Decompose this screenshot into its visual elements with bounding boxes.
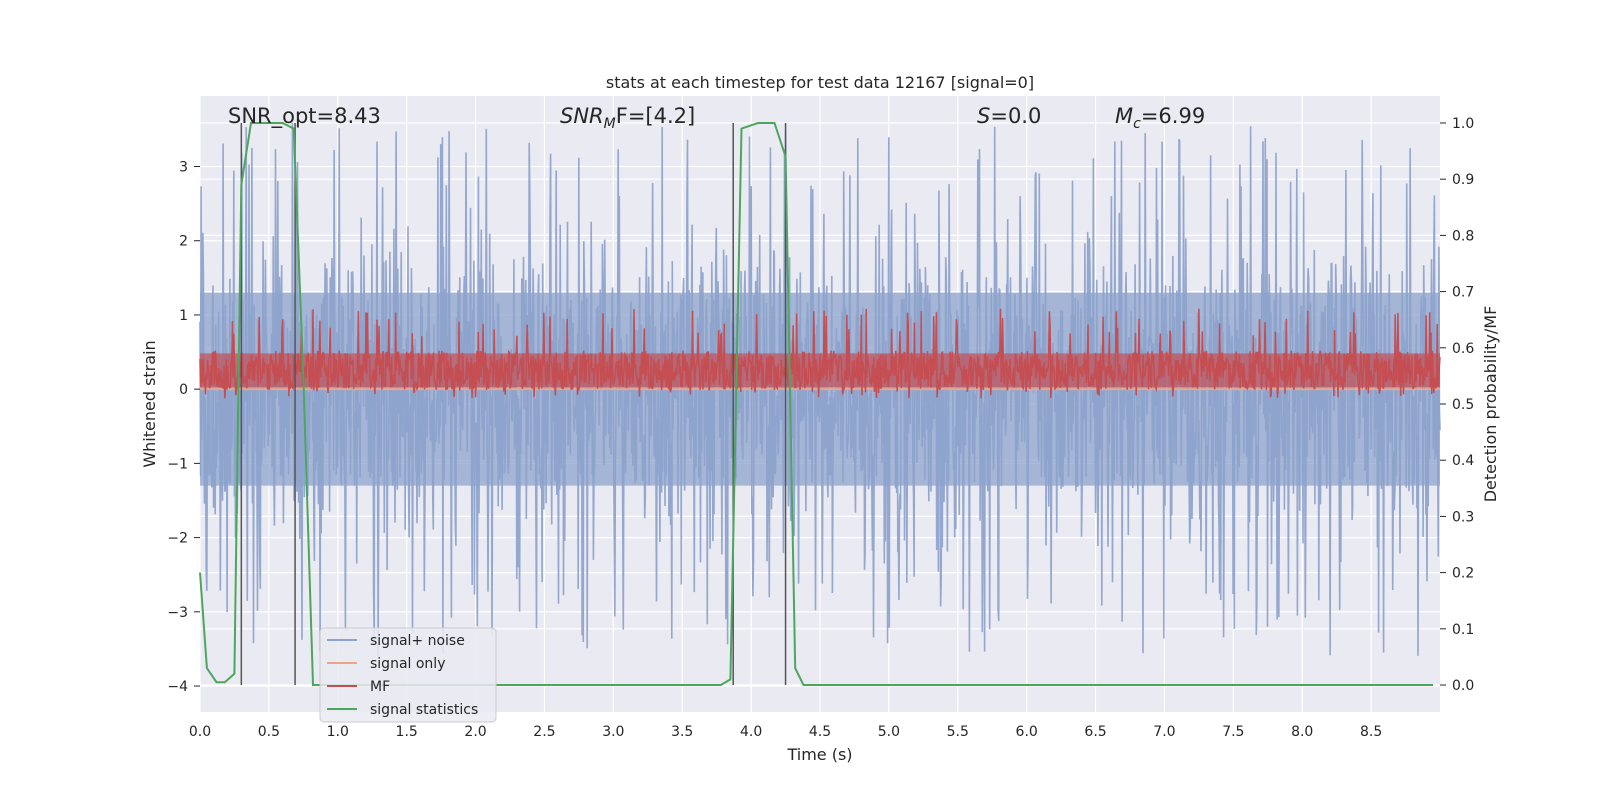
- x-tick-label: 4.5: [809, 724, 831, 740]
- y-tick-label: 0: [179, 382, 188, 398]
- y2-tick-label: 0.3: [1452, 509, 1474, 525]
- y2-tick-label: 0.5: [1452, 397, 1474, 413]
- annotation-snr-opt: SNR_opt=8.43: [228, 104, 381, 129]
- series-signal-statistics: [199, 122, 1434, 686]
- series-mf: [199, 308, 1441, 399]
- x-tick-label: 0.0: [189, 724, 211, 740]
- annotation-mc: Mc=6.99: [1115, 104, 1205, 132]
- mc-value: =6.99: [1141, 104, 1205, 128]
- y-tick-label: −4: [167, 679, 188, 695]
- y2-tick-label: 0.6: [1452, 341, 1474, 357]
- y2-tick-label: 0.7: [1452, 285, 1474, 301]
- legend-label-mf: MF: [370, 679, 390, 695]
- axes: 0.0 0.5 1.0 1.5 2.0 2.5 3.0 3.5 4.0 4.5 5.0 5.5 6.0 6…: [167, 116, 1474, 740]
- y2-axis-label: Detection probability/MF: [1481, 306, 1500, 503]
- legend-box: [319, 627, 497, 723]
- y-tick-label: −1: [167, 456, 188, 472]
- y2-tick-label: 0.0: [1452, 678, 1474, 694]
- x-axis-label: Time (s): [786, 745, 852, 764]
- snr-mf-subscript: M: [604, 116, 616, 132]
- y-tick-label: 2: [179, 234, 188, 250]
- x-tick-label: 4.0: [740, 724, 762, 740]
- legend-label-stats: signal statistics: [370, 702, 478, 718]
- y2-tick-label: 1.0: [1452, 116, 1474, 132]
- snr-mf-value: F=[4.2]: [616, 104, 695, 128]
- x-tick-label: 8.5: [1360, 724, 1382, 740]
- y2-tick-label: 0.1: [1452, 622, 1474, 638]
- signal-statistics-line: [199, 122, 1434, 686]
- legend: signal+ noise signal only MF signal stat…: [319, 627, 497, 723]
- x-tick-label: 1.5: [396, 724, 418, 740]
- x-tick-label: 6.0: [1016, 724, 1038, 740]
- legend-label-noise: signal+ noise: [370, 633, 465, 649]
- s-value: =0.0: [990, 104, 1041, 128]
- y-tick-label: 1: [179, 308, 188, 324]
- mf-core: [200, 353, 1440, 388]
- x-tick-label: 2.5: [533, 724, 555, 740]
- y2-tick-label: 0.2: [1452, 566, 1474, 582]
- x-tick-label: 1.0: [327, 724, 349, 740]
- x-tick-label: 6.5: [1084, 724, 1106, 740]
- x-tick-label: 8.0: [1291, 724, 1313, 740]
- x-tick-label: 3.0: [602, 724, 624, 740]
- y-axis-label: Whitened strain: [140, 340, 159, 467]
- y-tick-label: −2: [167, 531, 188, 547]
- legend-label-signal: signal only: [370, 656, 445, 672]
- chart-title: stats at each timestep for test data 121…: [606, 73, 1034, 92]
- y2-tick-label: 0.8: [1452, 228, 1474, 244]
- x-tick-label: 2.0: [464, 724, 486, 740]
- y2-tick-label: 0.4: [1452, 453, 1474, 469]
- x-tick-label: 5.0: [878, 724, 900, 740]
- y-tick-label: −3: [167, 605, 188, 621]
- y-tick-label: 3: [179, 160, 188, 176]
- x-tick-label: 5.5: [947, 724, 969, 740]
- snr-mf-symbol: SNR: [560, 104, 604, 128]
- annotation-snr-mf: SNRMF=[4.2]: [560, 104, 695, 132]
- annotation-s: S=0.0: [977, 104, 1041, 128]
- x-tick-label: 3.5: [671, 724, 693, 740]
- mc-subscript: c: [1133, 116, 1141, 132]
- y2-tick-label: 0.9: [1452, 172, 1474, 188]
- mc-symbol: M: [1115, 104, 1133, 128]
- x-tick-label: 0.5: [258, 724, 280, 740]
- x-tick-label: 7.0: [1153, 724, 1175, 740]
- s-symbol: S: [977, 104, 990, 128]
- x-tick-label: 7.5: [1222, 724, 1244, 740]
